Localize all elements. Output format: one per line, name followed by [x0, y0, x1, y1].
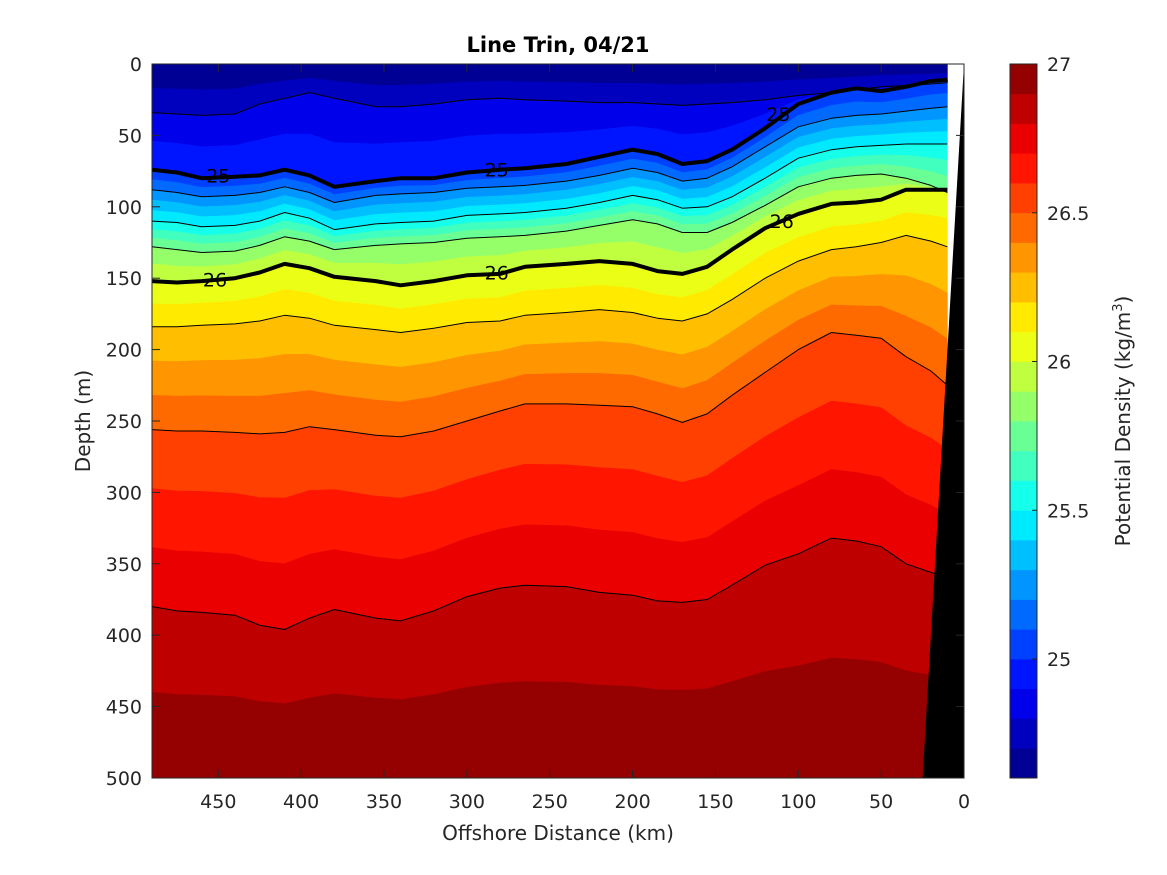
isopycnal-line — [152, 537, 948, 630]
colorbar-frame — [1009, 63, 1038, 779]
isopycnal-line — [152, 234, 948, 333]
y-tick-label: 450 — [106, 697, 142, 719]
colorbar-cell — [1010, 629, 1037, 660]
x-tick-label: 50 — [869, 791, 893, 813]
density-band — [152, 657, 948, 778]
isopycnal-line — [152, 173, 948, 253]
contour-label: 25 — [206, 165, 230, 187]
contour-label: 25 — [485, 160, 509, 182]
isopycnal-line — [152, 106, 948, 203]
colorbar-cell — [1010, 450, 1037, 481]
y-tick-label: 50 — [118, 125, 142, 147]
colorbar-tick-label: 27 — [1047, 54, 1071, 76]
colorbar-cell — [1010, 153, 1037, 184]
x-axis-label: Offshore Distance (km) — [442, 821, 674, 845]
y-tick-label: 200 — [106, 340, 142, 362]
colorbar-cell — [1010, 569, 1037, 600]
colorbar: 25 25.5 26 26.5 27 Potential Density (kg/m3) — [1009, 54, 1135, 779]
y-tick-label: 500 — [106, 768, 142, 790]
y-axis: 0 50 100 150 200 250 300 350 400 450 500 — [106, 54, 964, 790]
y-axis-label: Depth (m) — [71, 370, 95, 472]
x-tick-label: 200 — [614, 791, 650, 813]
isopycnal-line — [152, 187, 948, 288]
colorbar-cell — [1010, 391, 1037, 422]
isopycnal-contours — [152, 77, 948, 630]
colorbar-cell — [1010, 242, 1037, 273]
y-tick-label: 400 — [106, 625, 142, 647]
contour-label: 26 — [203, 270, 227, 292]
colorbar-tick-label: 25 — [1047, 649, 1071, 671]
colorbar-cell — [1010, 599, 1037, 630]
y-tick-label: 250 — [106, 411, 142, 433]
colorbar-tick-label: 25.5 — [1047, 500, 1089, 522]
colorbar-cell — [1010, 212, 1037, 243]
colorbar-cells — [1010, 64, 1037, 779]
isopycnal-line — [152, 143, 948, 231]
x-axis: 450 400 350 300 250 200 150 100 50 0 — [200, 64, 970, 813]
colorbar-ticks: 25 25.5 26 26.5 27 — [1032, 54, 1089, 671]
colorbar-cell — [1010, 272, 1037, 303]
x-tick-label: 450 — [200, 791, 236, 813]
isopycnal-line — [152, 332, 948, 438]
x-tick-label: 300 — [449, 791, 485, 813]
density-color-bands — [152, 64, 948, 778]
x-tick-label: 150 — [697, 791, 733, 813]
x-tick-label: 250 — [532, 791, 568, 813]
colorbar-cell — [1010, 361, 1037, 392]
colorbar-cell — [1010, 748, 1037, 779]
x-tick-label: 400 — [283, 791, 319, 813]
y-tick-label: 0 — [130, 54, 142, 76]
colorbar-cell — [1010, 480, 1037, 511]
y-tick-label: 150 — [106, 268, 142, 290]
colorbar-cell — [1010, 540, 1037, 571]
colorbar-cell — [1010, 302, 1037, 333]
contour-labels: 25 25 25 26 26 26 — [203, 104, 794, 292]
colorbar-cell — [1010, 183, 1037, 214]
colorbar-tick-label: 26.5 — [1047, 203, 1089, 225]
colorbar-cell — [1010, 688, 1037, 719]
colorbar-cell — [1010, 123, 1037, 154]
contour-label: 25 — [766, 104, 790, 126]
chart-title: Line Trin, 04/21 — [466, 33, 649, 57]
contour-label: 26 — [485, 262, 509, 284]
x-tick-label: 100 — [780, 791, 816, 813]
colorbar-cell — [1010, 659, 1037, 690]
colorbar-label: Potential Density (kg/m3) — [1111, 296, 1135, 547]
x-tick-label: 350 — [366, 791, 402, 813]
isopycnal-line — [152, 77, 948, 189]
bathymetry-shading — [922, 64, 964, 778]
colorbar-cell — [1010, 331, 1037, 362]
y-tick-label: 300 — [106, 482, 142, 504]
colorbar-cell — [1010, 421, 1037, 452]
colorbar-cell — [1010, 64, 1037, 95]
y-tick-label: 100 — [106, 197, 142, 219]
x-tick-label: 0 — [958, 791, 970, 813]
colorbar-cell — [1010, 718, 1037, 749]
plot-area: 25 25 25 26 26 26 — [152, 64, 964, 778]
contour-label: 26 — [770, 211, 794, 233]
colorbar-cell — [1010, 510, 1037, 541]
y-tick-label: 350 — [106, 554, 142, 576]
colorbar-cell — [1010, 93, 1037, 124]
colorbar-tick-label: 26 — [1047, 352, 1071, 374]
